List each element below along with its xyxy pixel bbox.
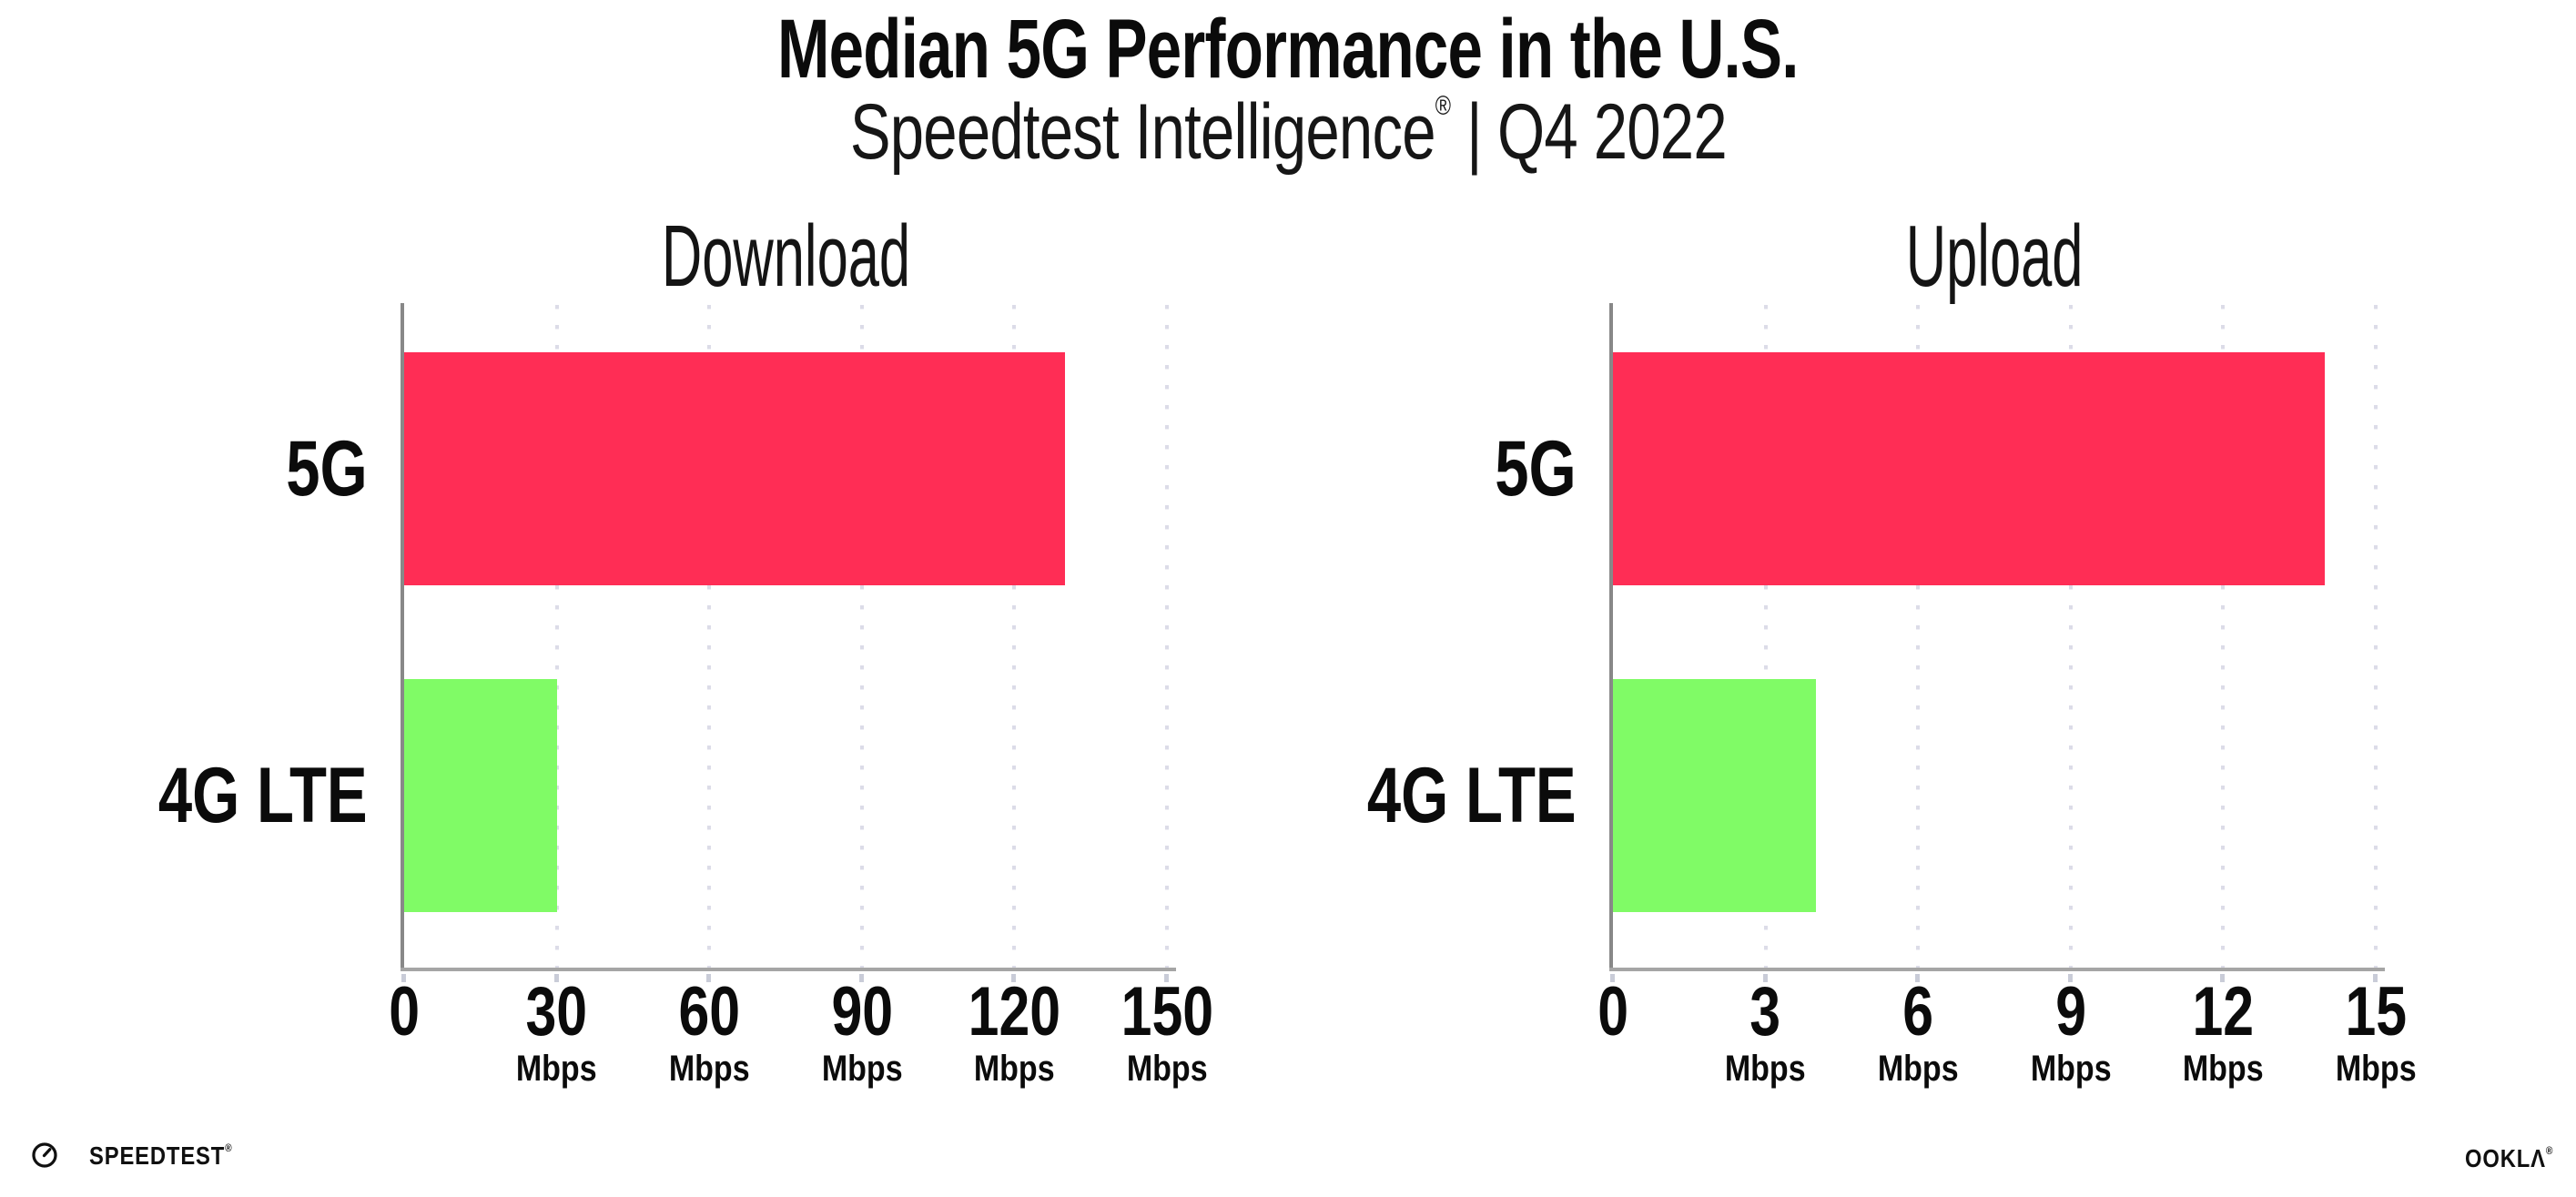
tick-mark-9 — [2067, 974, 2073, 982]
category-label-4g-lte: 4G LTE — [1367, 752, 1577, 839]
tick-mark-30 — [553, 974, 559, 982]
x-tick-30: 30 Mbps — [475, 973, 639, 1089]
tick-mark-120 — [1011, 974, 1017, 982]
x-tick-unit: Mbps — [821, 1049, 903, 1089]
x-tick-value: 30 — [525, 973, 588, 1050]
x-tick-unit: Mbps — [668, 1049, 750, 1089]
x-axis-line — [401, 968, 1176, 971]
category-label-4g-lte: 4G LTE — [158, 752, 368, 839]
download-plot-area: 0 30 Mbps 60 Mbps 90 Mbps 120 Mbps 150 Mbps — [389, 303, 1213, 1087]
gridline-90 — [859, 305, 864, 968]
category-label-5g: 5G — [286, 425, 368, 512]
speedtest-logo: SPEEDTEST® — [31, 1141, 257, 1169]
gridline-3 — [1763, 305, 1768, 968]
x-tick-value: 90 — [830, 973, 893, 1050]
gridline-12 — [2221, 305, 2226, 968]
x-tick-unit: Mbps — [1877, 1049, 1959, 1089]
x-tick-0: 0 — [1531, 978, 1695, 1047]
tick-mark-60 — [706, 974, 712, 982]
x-tick-3: 3 Mbps — [1684, 973, 1848, 1089]
x-tick-unit: Mbps — [1725, 1049, 1806, 1089]
x-tick-value: 3 — [1749, 973, 1781, 1050]
x-tick-unit: Mbps — [974, 1049, 1055, 1089]
tick-mark-3 — [1762, 974, 1768, 982]
page-title-text: Median 5G Performance in the U.S. — [777, 3, 1799, 96]
x-tick-12: 12 Mbps — [2141, 973, 2305, 1089]
x-tick-unit: Mbps — [2183, 1049, 2264, 1089]
tick-mark-0 — [1610, 974, 1615, 982]
y-axis-line — [401, 303, 404, 971]
tick-mark-6 — [1915, 974, 1921, 982]
subtitle-period: Q4 2022 — [1496, 88, 1728, 176]
x-tick-unit: Mbps — [2030, 1049, 2112, 1089]
x-tick-value: 0 — [389, 973, 420, 1050]
page-title: Median 5G Performance in the U.S. — [0, 7, 2576, 91]
x-tick-unit: Mbps — [516, 1049, 597, 1089]
bar-5g — [404, 352, 1066, 585]
x-tick-9: 9 Mbps — [1989, 973, 2153, 1089]
registered-mark: ® — [2545, 1144, 2553, 1157]
tick-mark-90 — [858, 974, 864, 982]
bar-4g-lte — [1613, 679, 1817, 912]
registered-mark: ® — [225, 1141, 232, 1154]
ookla-logo-text: OOKLΛ® — [2465, 1144, 2553, 1172]
gridline-9 — [2068, 305, 2073, 968]
x-tick-unit: Mbps — [2335, 1049, 2417, 1089]
x-tick-value: 9 — [2054, 973, 2086, 1050]
subtitle-separator: | — [1465, 88, 1482, 176]
tick-mark-0 — [401, 974, 406, 982]
x-tick-6: 6 Mbps — [1836, 973, 2000, 1089]
speedtest-logo-text: SPEEDTEST® — [89, 1141, 232, 1170]
ookla-logo: OOKLΛ® — [2465, 1145, 2568, 1172]
bar-4g-lte — [404, 679, 557, 912]
y-axis-line — [1609, 303, 1613, 971]
x-tick-value: 60 — [678, 973, 740, 1050]
x-tick-value: 0 — [1597, 973, 1628, 1050]
registered-mark: ® — [1435, 91, 1451, 121]
page-subtitle: Speedtest Intelligence® | Q4 2022 — [0, 91, 2576, 172]
tick-mark-12 — [2220, 974, 2226, 982]
category-label-5g: 5G — [1495, 425, 1577, 512]
x-tick-value: 120 — [968, 973, 1061, 1050]
x-tick-unit: Mbps — [1126, 1049, 1208, 1089]
page-subtitle-text: Speedtest Intelligence® | Q4 2022 — [849, 91, 1727, 172]
x-tick-value: 6 — [1902, 973, 1934, 1050]
gridline-6 — [1916, 305, 1921, 968]
tick-mark-15 — [2373, 974, 2378, 982]
gridline-120 — [1012, 305, 1017, 968]
x-tick-value: 15 — [2345, 973, 2407, 1050]
x-tick-60: 60 Mbps — [627, 973, 791, 1089]
x-tick-value: 12 — [2192, 973, 2255, 1050]
upload-plot-area: 0 3 Mbps 6 Mbps 9 Mbps 12 Mbps 15 Mbps — [1597, 303, 2416, 1087]
gridline-15 — [2374, 305, 2378, 968]
tick-mark-150 — [1164, 974, 1169, 982]
bar-5g — [1613, 352, 2326, 585]
download-chart-title: Download — [661, 208, 910, 305]
x-tick-value: 150 — [1121, 973, 1213, 1050]
x-tick-90: 90 Mbps — [780, 973, 944, 1089]
x-tick-15: 15 Mbps — [2294, 973, 2458, 1089]
x-tick-150: 150 Mbps — [1085, 973, 1249, 1089]
speedtest-gauge-icon — [32, 1142, 57, 1168]
upload-chart-title: Upload — [1905, 208, 2084, 305]
gridline-60 — [707, 305, 712, 968]
x-tick-0: 0 — [322, 978, 486, 1047]
gridline-150 — [1165, 305, 1169, 968]
x-axis-line — [1609, 968, 2385, 971]
x-tick-120: 120 Mbps — [932, 973, 1096, 1089]
subtitle-brand: Speedtest Intelligence — [849, 88, 1435, 176]
gridline-30 — [554, 305, 559, 968]
